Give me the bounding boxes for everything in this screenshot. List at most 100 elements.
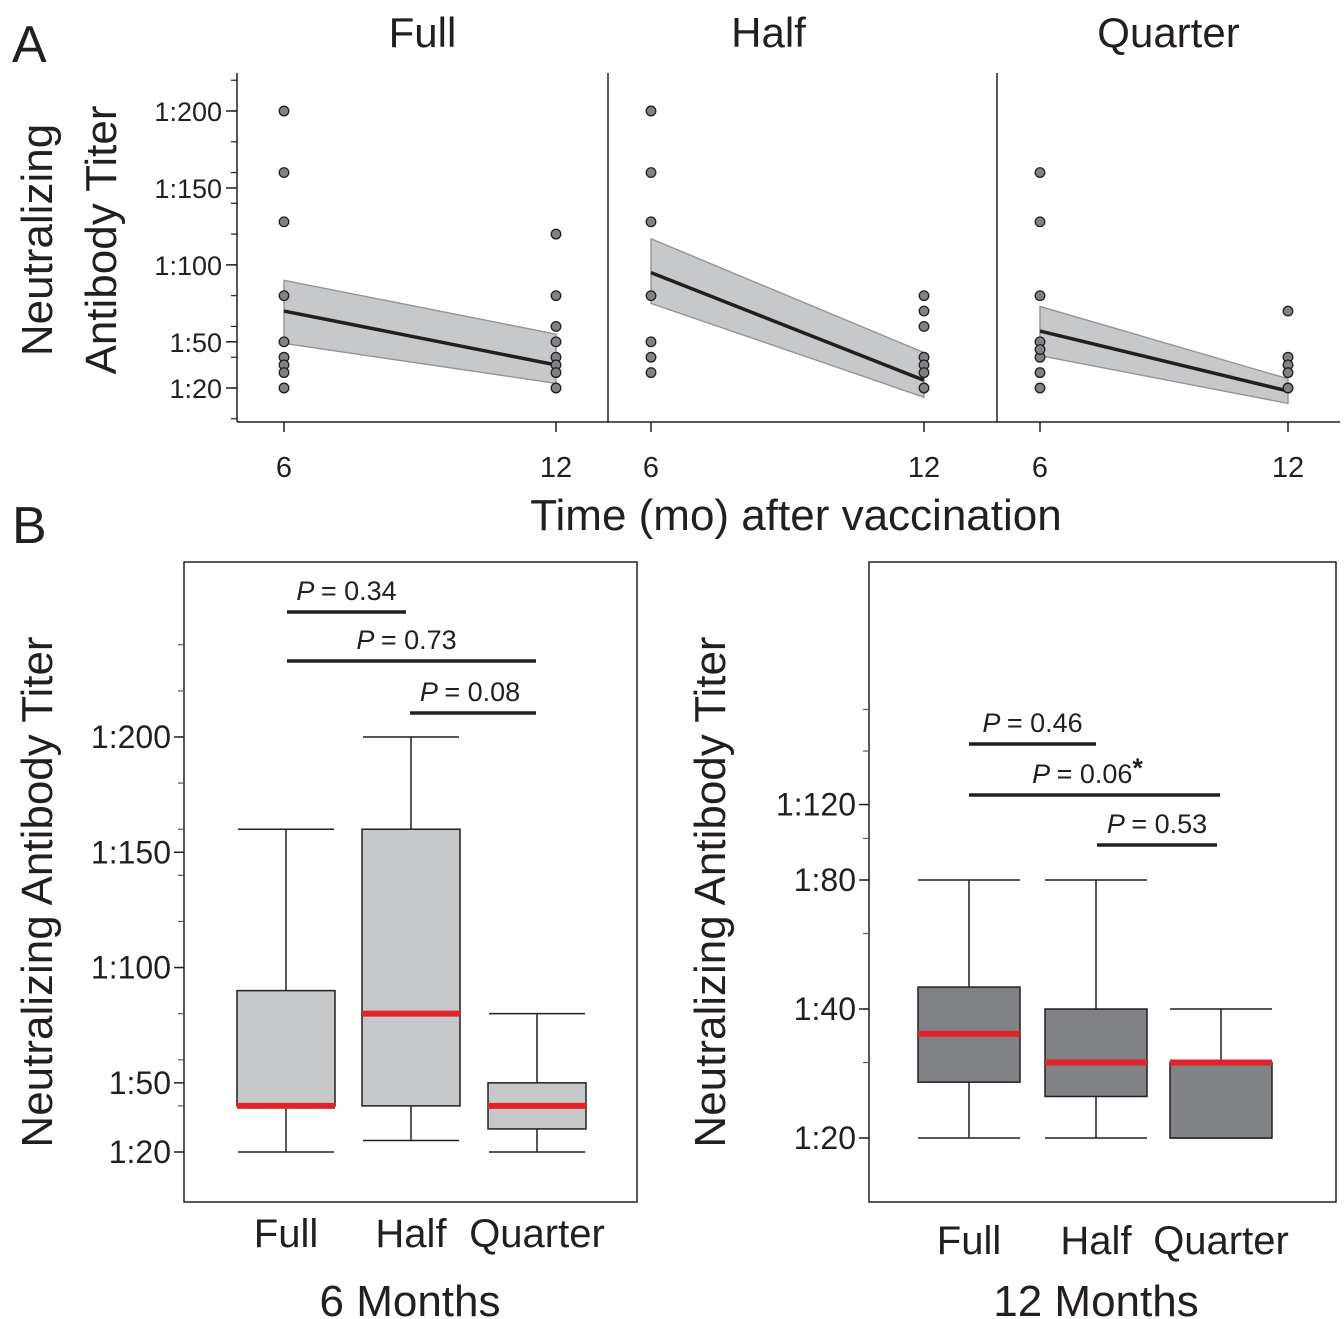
data-point bbox=[918, 290, 930, 302]
data-point bbox=[918, 305, 930, 317]
facet-half: Half 6 12 bbox=[607, 9, 940, 484]
p-value-label: P = 0.06* bbox=[1032, 753, 1143, 789]
panel-a-y-tick-label: 1:150 bbox=[154, 174, 222, 204]
data-point bbox=[1034, 167, 1046, 179]
data-point bbox=[645, 167, 657, 179]
data-point bbox=[278, 216, 290, 228]
box-half bbox=[1044, 879, 1148, 1139]
facet-full: Full 6 12 bbox=[276, 9, 572, 484]
data-point bbox=[278, 290, 290, 302]
p-value-label: P = 0.53 bbox=[1107, 809, 1207, 839]
box-full bbox=[236, 828, 336, 1153]
data-point bbox=[645, 105, 657, 117]
plot-frame bbox=[183, 561, 638, 1203]
y-tick-label: 1:100 bbox=[91, 950, 171, 986]
data-point bbox=[645, 290, 657, 302]
data-point bbox=[550, 382, 562, 394]
box-full bbox=[917, 879, 1021, 1139]
data-point bbox=[918, 367, 930, 379]
box-chart-12-months: 1:20 1:40 1:80 1:120 Full Half Quarter P = 0.46… bbox=[776, 561, 1337, 1263]
data-point bbox=[550, 320, 562, 332]
data-point bbox=[278, 167, 290, 179]
iqr-box bbox=[1169, 1061, 1273, 1139]
iqr-box bbox=[361, 828, 461, 1107]
category-label: Full bbox=[254, 1212, 318, 1256]
category-label: Full bbox=[937, 1219, 1001, 1263]
panel-a-title-half: Half bbox=[731, 9, 806, 56]
box-quarter bbox=[1169, 1008, 1273, 1139]
panel-a-ylabel-line1: Neutralizing bbox=[13, 124, 62, 356]
category-label: Half bbox=[375, 1212, 447, 1256]
data-point bbox=[550, 228, 562, 240]
data-point bbox=[550, 367, 562, 379]
panel-a-xlabel: Time (mo) after vaccination bbox=[530, 491, 1061, 540]
panel-a-y-tick-label: 1:50 bbox=[169, 328, 222, 358]
panel-a-y-tick-label: 1:200 bbox=[154, 97, 222, 127]
data-point bbox=[645, 367, 657, 379]
data-point bbox=[1034, 382, 1046, 394]
y-tick-label: 1:20 bbox=[109, 1134, 171, 1170]
x-tick-label: 12 bbox=[540, 452, 572, 484]
p-value-label: P = 0.73 bbox=[356, 625, 456, 655]
data-point bbox=[278, 105, 290, 117]
panel-a-y-tick-label: 1:100 bbox=[154, 251, 222, 281]
data-point bbox=[1282, 305, 1294, 317]
comparison-bracket: P = 0.46 bbox=[969, 708, 1096, 746]
box-left-title: 6 Months bbox=[320, 1277, 501, 1319]
y-tick-label: 1:50 bbox=[109, 1065, 171, 1101]
data-point bbox=[1282, 382, 1294, 394]
facet-quarter: Quarter 6 12 bbox=[996, 9, 1304, 484]
y-tick-label: 1:80 bbox=[794, 862, 856, 898]
data-point bbox=[645, 216, 657, 228]
p-value-label: P = 0.08 bbox=[420, 677, 520, 707]
data-point bbox=[1034, 344, 1046, 355]
confidence-band bbox=[283, 279, 557, 385]
fit-line bbox=[283, 309, 557, 367]
panel-b-right-ylabel: Neutralizing Antibody Titer bbox=[686, 636, 735, 1147]
x-tick-label: 12 bbox=[908, 452, 940, 484]
panel-a-y-tick-label: 1:20 bbox=[169, 374, 222, 404]
category-label: Quarter bbox=[1153, 1219, 1289, 1263]
box-quarter bbox=[487, 1012, 587, 1153]
panel-a-axes: 1:20 1:50 1:100 1:150 1:200 bbox=[154, 73, 1340, 423]
x-tick-label: 6 bbox=[1032, 452, 1048, 484]
panel-b-left-ylabel: Neutralizing Antibody Titer bbox=[13, 636, 62, 1147]
plot-frame bbox=[868, 561, 1337, 1203]
panel-a-letter: A bbox=[12, 16, 47, 74]
data-point bbox=[645, 336, 657, 348]
iqr-box bbox=[236, 989, 336, 1107]
data-point bbox=[1034, 367, 1046, 379]
x-tick-label: 6 bbox=[276, 452, 292, 484]
comparison-bracket: P = 0.06* bbox=[969, 753, 1220, 797]
fit-line bbox=[1039, 329, 1289, 393]
panel-a-title-quarter: Quarter bbox=[1097, 9, 1239, 56]
iqr-box bbox=[1044, 1008, 1148, 1098]
comparison-bracket: P = 0.53 bbox=[1097, 809, 1217, 847]
panel-a-ylabel-line2: Antibody Titer bbox=[77, 105, 126, 374]
box-chart-6-months: 1:20 1:50 1:100 1:150 1:200 Full Half Quarter P … bbox=[91, 561, 638, 1256]
data-point bbox=[550, 336, 562, 348]
fit-line bbox=[650, 270, 925, 382]
data-point bbox=[1034, 290, 1046, 302]
data-point bbox=[645, 351, 657, 363]
data-point bbox=[918, 320, 930, 332]
box-half bbox=[361, 736, 461, 1142]
y-tick-label: 1:200 bbox=[91, 719, 171, 755]
data-point bbox=[278, 382, 290, 394]
data-point bbox=[550, 290, 562, 302]
comparison-bracket: P = 0.34 bbox=[287, 576, 406, 614]
comparison-bracket: P = 0.73 bbox=[287, 625, 536, 663]
y-tick-label: 1:40 bbox=[794, 991, 856, 1027]
confidence-band bbox=[1039, 305, 1289, 405]
x-tick-label: 12 bbox=[1272, 452, 1304, 484]
y-tick-label: 1:20 bbox=[794, 1120, 856, 1156]
x-tick-label: 6 bbox=[643, 452, 659, 484]
comparison-bracket: P = 0.08 bbox=[410, 677, 536, 715]
panel-a-facets: Full 6 12 Half 6 12 Quarter 6 12 bbox=[276, 9, 1304, 484]
confidence-band bbox=[650, 237, 925, 399]
data-point bbox=[278, 367, 290, 379]
data-point bbox=[918, 382, 930, 394]
p-value-label: P = 0.34 bbox=[296, 576, 396, 606]
data-point bbox=[1282, 367, 1294, 379]
